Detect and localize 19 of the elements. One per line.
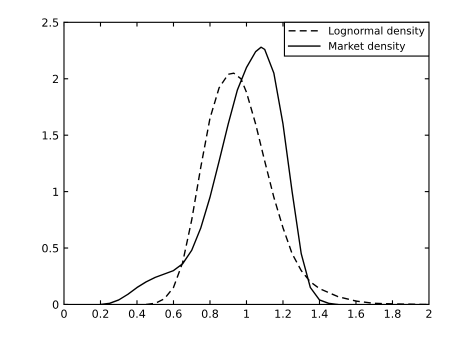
x-tick-label: 0.6: [165, 309, 182, 318]
x-tick-label: 1: [244, 310, 249, 318]
y-tick-label: 0: [52, 300, 58, 309]
x-tick-label: 1.2: [275, 309, 291, 318]
y-tick-label: 2.5: [42, 18, 58, 27]
y-tick-label: 2: [52, 74, 58, 83]
x-tick-label: 0: [61, 309, 67, 318]
x-tick-label: 1.6: [348, 309, 364, 318]
y-tick-label: 0.5: [42, 244, 58, 252]
x-tick-label: 0.4: [128, 309, 146, 318]
x-tick-label: 1.4: [312, 310, 328, 318]
legend-label: Market density: [329, 42, 406, 52]
x-tick-label: 2: [426, 309, 432, 318]
y-tick-label: 1: [53, 188, 58, 196]
x-tick-label: 0.2: [92, 309, 108, 318]
x-tick-label: 1.8: [384, 309, 401, 318]
x-tick-label: 0.8: [202, 309, 218, 318]
y-tick-label: 1.5: [42, 131, 58, 140]
legend-label: Lognormal density: [329, 26, 424, 37]
